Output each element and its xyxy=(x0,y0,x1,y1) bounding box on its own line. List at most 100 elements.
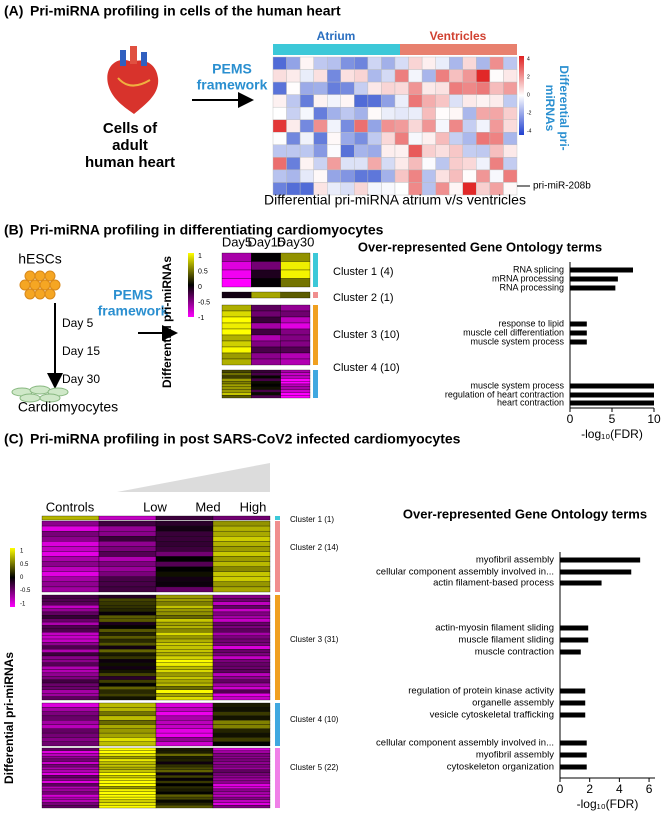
bar xyxy=(570,330,587,336)
heatmap-cell xyxy=(280,381,311,385)
heatmap-cell xyxy=(98,669,157,674)
heatmap-cell xyxy=(251,261,281,271)
heatmap-cell xyxy=(327,81,341,95)
heatmap-cell xyxy=(280,395,311,399)
scale-tick-label: -1 xyxy=(20,601,26,607)
heatmap-cell xyxy=(340,56,355,70)
heatmap-cell xyxy=(212,618,271,623)
heatmap-cell xyxy=(155,625,214,630)
heatmap-cell xyxy=(340,132,355,146)
heatmap-cell xyxy=(155,786,214,790)
heatmap-cell xyxy=(155,777,214,781)
scale-tick-label: -2 xyxy=(527,110,532,116)
heatmap-cell xyxy=(503,132,518,146)
column-label: Controls xyxy=(46,499,95,514)
heatmap-cell xyxy=(41,608,100,613)
heatmap-cell xyxy=(381,119,396,133)
heatmap-cell xyxy=(421,106,436,120)
panel-label: (C) xyxy=(4,431,23,447)
heatmap-cell xyxy=(41,769,100,773)
caption: Differential pri-miRNA atrium v/s ventri… xyxy=(264,192,526,208)
scale-tick-label: 0 xyxy=(527,92,530,98)
heatmap-cell xyxy=(476,169,491,183)
heatmap-cell xyxy=(212,741,271,747)
heatmap-cell xyxy=(286,157,301,171)
heatmap-cell xyxy=(212,799,271,803)
heatmap-cell xyxy=(98,766,157,770)
heatmap-cell xyxy=(155,581,214,588)
heatmap-cell xyxy=(98,645,157,650)
panel-label: (A) xyxy=(4,3,23,19)
heatmap-cell xyxy=(462,106,477,120)
heatmap-cell xyxy=(155,750,214,754)
bar xyxy=(560,752,587,758)
heatmap-cell xyxy=(251,358,281,366)
heatmap-cell xyxy=(41,598,100,602)
heatmap-cell xyxy=(98,761,157,765)
heatmap-cell xyxy=(41,715,100,721)
y-label: Differential pri-miRNAs xyxy=(2,652,16,784)
heatmap-cell xyxy=(41,662,100,667)
heatmap-cell xyxy=(41,772,100,776)
heatmap-cell xyxy=(41,732,100,738)
heatmap-cell xyxy=(251,352,281,360)
heatmap-cell xyxy=(272,56,287,70)
cluster-bar xyxy=(275,748,280,808)
heatmap-cell xyxy=(212,777,271,781)
category-label: heart contraction xyxy=(497,397,564,407)
heatmap-cell xyxy=(212,625,271,630)
heatmap-cell xyxy=(155,693,214,697)
heatmap-cell xyxy=(41,530,100,537)
heatmap-cell xyxy=(98,676,157,680)
bar xyxy=(570,339,587,345)
heatmap-cell xyxy=(41,689,100,694)
heatmap-cell xyxy=(299,106,314,120)
heatmap-cell xyxy=(221,340,252,348)
heatmap-cell xyxy=(212,758,271,762)
heatmap-cell xyxy=(155,546,214,552)
heatmap-cell xyxy=(155,611,214,616)
heatmap-cell xyxy=(408,119,423,133)
heatmap-cell xyxy=(212,707,271,712)
heatmap-cell xyxy=(286,144,301,158)
cell-icon xyxy=(24,288,36,300)
heatmap-cell xyxy=(272,69,287,83)
heatmap-cell xyxy=(221,252,252,262)
heatmap-cell xyxy=(212,515,271,521)
heatmap-cell xyxy=(41,571,100,577)
framework-label: PEMS xyxy=(212,61,252,77)
heatmap-cell xyxy=(476,144,491,158)
heatmap-cell xyxy=(41,702,100,708)
category-label: muscle contraction xyxy=(475,647,554,658)
heatmap-cell xyxy=(408,132,423,146)
heatmap-cell xyxy=(212,686,271,690)
heatmap-cell xyxy=(408,169,423,183)
heatmap-cell xyxy=(327,119,341,133)
heatmap-cell xyxy=(155,769,214,773)
heatmap-cell xyxy=(272,119,287,133)
heatmap-cell xyxy=(41,645,100,650)
heatmap-cell xyxy=(155,618,214,623)
heatmap-cell xyxy=(354,56,369,70)
source-label: hESCs xyxy=(18,251,62,267)
heatmap-cell xyxy=(221,310,252,318)
heatmap-cell xyxy=(212,659,271,663)
day-label: Day 15 xyxy=(62,344,100,358)
heatmap-cell xyxy=(212,581,271,588)
heatmap-cell xyxy=(251,375,281,379)
heatmap-cell xyxy=(155,679,214,684)
heatmap-cell xyxy=(251,381,281,385)
heatmap-cell xyxy=(212,628,271,633)
category-label: muscle filament sliding xyxy=(458,635,554,646)
heatmap-cell xyxy=(155,598,214,602)
heatmap-cell xyxy=(212,756,271,760)
heatmap-cell xyxy=(41,756,100,760)
heatmap-cell xyxy=(280,310,311,318)
group-bar xyxy=(400,44,517,55)
heatmap-cell xyxy=(280,389,311,393)
scale-tick-label: 0 xyxy=(198,284,202,291)
cluster-label: Cluster 3 (31) xyxy=(290,635,339,644)
heatmap-cell xyxy=(155,551,214,557)
column-label: Low xyxy=(143,499,167,514)
heatmap-cell xyxy=(251,378,281,382)
